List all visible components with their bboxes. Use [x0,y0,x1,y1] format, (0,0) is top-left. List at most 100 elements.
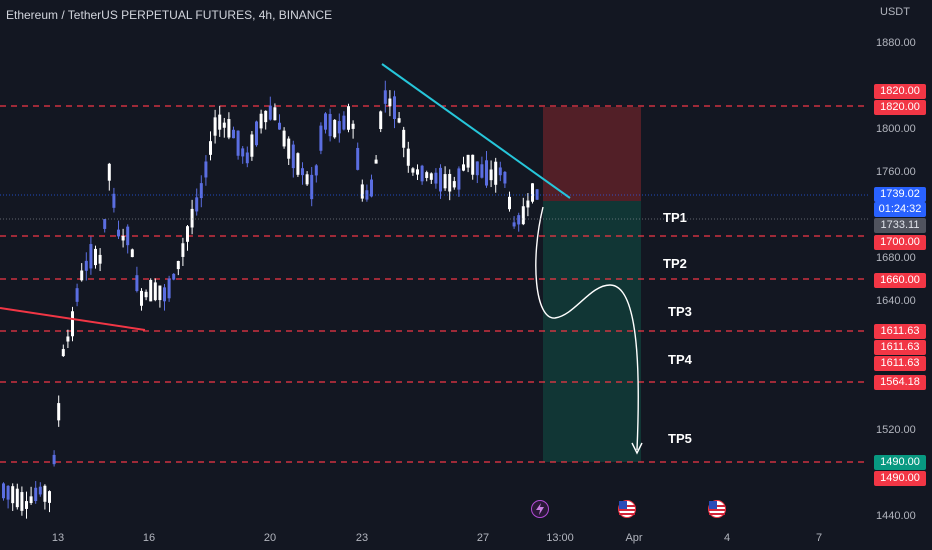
candle-body [526,200,530,208]
candle-body [508,196,511,210]
candle-body [190,208,194,228]
candle-body [379,111,383,130]
candle-body [140,290,143,306]
candle-body [429,173,433,180]
candle-body [144,291,148,298]
candle-body [462,164,465,171]
candle-body [324,113,327,130]
symbol-title[interactable]: Ethereum / TetherUS PERPETUAL FUTURES, 4… [6,8,333,22]
candle-body [420,165,424,182]
candle-body [282,130,286,147]
candle-body [52,454,56,465]
candle-body [15,488,19,508]
price-axis[interactable]: USDT 1880.00 1800.00 1760.00 1680.00 164… [868,0,932,550]
candle-body [199,183,203,199]
time-axis-label: 4 [723,532,731,544]
candle-body [452,181,456,188]
candle-body [521,206,525,225]
tp1-label: TP1 [663,210,687,225]
candle-body [57,403,61,421]
time-axis-label: 7 [815,532,823,544]
current-price-tag: 1739.02 [874,187,926,202]
candle-body [393,96,396,120]
target-price-tag: 1490.00 [874,455,926,470]
price-axis-label: 1520.00 [876,424,916,436]
candle-body [158,285,162,301]
candle-body [172,273,176,280]
candle-body [301,168,304,176]
candle-body [337,121,341,134]
candle-body [126,226,130,246]
descending-trendline[interactable] [381,63,571,199]
lightning-event-icon[interactable] [531,500,549,518]
candle-body [11,486,15,504]
candle-body [416,169,419,175]
support-trendline[interactable] [0,307,146,331]
candle-body [121,235,125,241]
candle-body [448,173,452,192]
price-chart-canvas[interactable] [0,0,868,528]
candle-body [43,485,47,502]
time-axis-label: Apr [625,532,643,544]
candle-body [328,113,332,137]
candle-body [305,174,309,185]
candle-body [255,121,258,146]
tp1-level-tag: 1700.00 [874,235,926,250]
candle-body [176,260,180,270]
candle-body [117,229,120,237]
candle-body [475,161,479,176]
candle-body [241,148,245,157]
candle-body [480,164,484,178]
time-axis[interactable]: 13 16 20 23 27 13:00 Apr 4 7 [0,528,868,550]
projected-path-arrow[interactable] [535,206,639,451]
stop-loss-zone[interactable] [543,107,641,201]
candle-body [531,183,534,202]
candle-body [222,122,226,128]
candle-body [310,174,314,200]
candle-body [370,179,373,197]
candle-body [278,122,281,130]
candle-body [498,167,502,176]
candle-body [287,138,291,159]
tp4-level-tag: 1564.18 [874,375,926,390]
candle-body [411,168,415,173]
price-axis-label: 1640.00 [876,295,916,307]
candle-body [356,147,360,170]
candle-body [273,107,277,121]
candle-body [314,165,318,176]
tp3-level-tag: 1611.63 [874,356,926,371]
candle-body [38,486,42,495]
price-axis-label: 1760.00 [876,166,916,178]
candle-body [29,496,33,504]
time-axis-label: 13 [51,532,65,544]
take-profit-zone[interactable] [543,201,641,462]
us-flag-event-icon[interactable] [708,500,726,518]
candle-body [25,501,28,509]
candle-body [103,219,107,229]
candle-body [48,491,51,503]
candle-body [268,105,272,120]
candle-body [186,226,189,242]
candle-body [245,152,249,164]
candle-body [107,163,111,181]
candle-body [512,222,516,227]
candle-body [20,492,24,511]
candle-body [181,243,185,257]
candle-body [84,260,88,271]
us-flag-event-icon[interactable] [618,500,636,518]
candle-body [342,115,346,130]
price-axis-label: 1440.00 [876,510,916,522]
stop-loss-level-tag: 1820.00 [874,100,926,115]
currency-label[interactable]: USDT [880,6,910,18]
candle-body [457,168,461,190]
candle-body [2,483,5,499]
candle-body [66,336,70,342]
reference-price-tag: 1733.11 [874,218,926,233]
candle-body [89,244,93,269]
candle-body [360,184,364,199]
candle-body [264,110,268,123]
candle-body [434,172,438,184]
candle-body [291,144,295,169]
candle-body [71,311,74,337]
